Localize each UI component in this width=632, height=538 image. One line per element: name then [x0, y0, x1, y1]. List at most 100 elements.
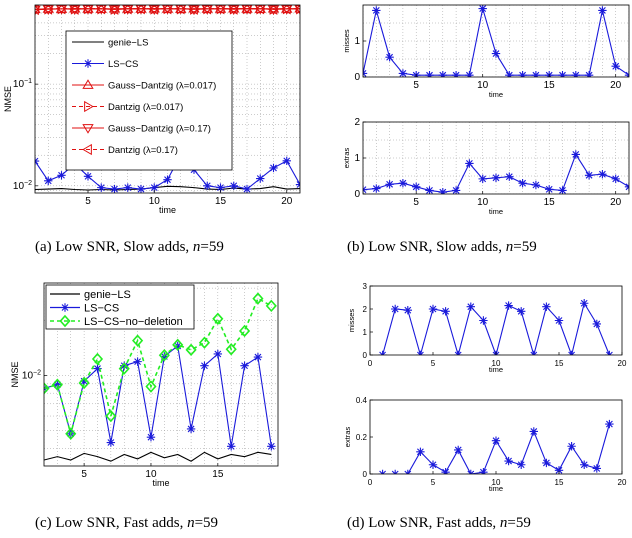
data-point — [428, 460, 438, 469]
caption-d: (d) Low SNR, Fast adds, n=59 — [347, 515, 531, 531]
chart-panel-a: 5 10 15 20 time 10−1 10−2 NMSE genie−LS LS−CS Gaus… — [3, 4, 301, 215]
series-line — [35, 185, 300, 191]
x-tick-label: 20 — [610, 80, 622, 91]
y-tick-label: 1 — [354, 36, 360, 47]
data-point — [95, 5, 106, 15]
data-point — [466, 302, 475, 311]
data-point — [254, 5, 265, 15]
axes-frame — [34, 4, 301, 194]
x-tick-label: 20 — [281, 196, 293, 207]
x-tick-label: 20 — [610, 197, 622, 208]
x-tick-label: 20 — [618, 359, 627, 368]
series-0 — [35, 185, 300, 191]
legend-label: Gauss−Dantzig (λ=0.017) — [108, 81, 216, 92]
data-point — [491, 49, 501, 58]
data-point — [441, 307, 450, 316]
data-point — [571, 150, 580, 159]
legend-marker — [82, 143, 92, 156]
data-point — [542, 458, 551, 468]
y-tick-label: 3 — [363, 282, 368, 291]
data-point — [518, 179, 527, 188]
data-point — [55, 5, 66, 15]
data-point — [44, 176, 53, 186]
data-point — [241, 5, 251, 15]
data-point — [554, 466, 564, 474]
y-axis-label: extras — [343, 427, 352, 448]
data-point — [267, 442, 276, 451]
data-point — [225, 343, 237, 356]
data-point — [203, 181, 212, 191]
data-point — [252, 292, 264, 305]
x-tick-label: 5 — [413, 197, 419, 208]
legend-box — [65, 30, 233, 171]
x-tick-label: 10 — [477, 197, 489, 208]
data-point — [598, 6, 607, 15]
data-point — [558, 186, 567, 194]
data-point — [280, 5, 291, 15]
data-point — [78, 376, 90, 390]
y-tick-label: 0 — [363, 470, 368, 479]
data-point — [241, 5, 253, 13]
data-point — [517, 307, 526, 316]
data-point — [491, 173, 501, 182]
x-tick-label: 15 — [215, 196, 227, 207]
x-axis-label: time — [489, 365, 503, 374]
data-point — [403, 305, 412, 315]
y-tick-label: 0 — [354, 189, 360, 200]
data-point — [57, 171, 66, 180]
caption-c: (c) Low SNR, Fast adds, n=59 — [35, 515, 218, 531]
data-point — [110, 184, 119, 193]
data-point — [213, 349, 223, 359]
chart-panel-d-misses: 0 5 10 15 20 time 0 1 2 3 misses — [347, 282, 627, 374]
x-tick-label: 15 — [212, 469, 224, 480]
data-point — [173, 341, 182, 351]
data-point — [504, 456, 513, 466]
data-point — [121, 5, 132, 15]
data-point — [91, 352, 104, 366]
data-point — [491, 436, 501, 445]
data-point — [253, 352, 263, 362]
data-point — [82, 5, 94, 13]
legend-marker — [60, 303, 70, 312]
x-axis-label: time — [489, 207, 503, 216]
data-point — [83, 172, 93, 181]
x-tick-label: 0 — [368, 359, 373, 368]
y-axis-label: NMSE — [3, 86, 13, 112]
data-point — [428, 304, 438, 314]
x-tick-label: 10 — [492, 359, 501, 368]
data-point — [68, 5, 79, 15]
plot-area — [370, 286, 622, 355]
data-point — [592, 464, 601, 473]
data-point — [294, 5, 300, 15]
data-point — [385, 180, 394, 189]
data-point — [478, 174, 487, 184]
legend-marker — [82, 124, 94, 134]
data-point — [200, 361, 209, 370]
data-point — [188, 5, 198, 15]
data-point — [385, 53, 394, 62]
series-5 — [35, 5, 300, 16]
series-0 — [378, 419, 614, 474]
data-point — [611, 174, 620, 184]
data-point — [504, 301, 513, 310]
data-point — [567, 442, 576, 451]
data-point — [605, 419, 614, 429]
data-point — [505, 172, 514, 181]
legend-label: LS−CS — [108, 59, 138, 70]
data-point — [158, 349, 170, 362]
data-point — [256, 174, 265, 183]
data-point — [441, 467, 450, 474]
y-tick-label: 10−1 — [13, 78, 32, 90]
data-point — [571, 71, 580, 77]
data-point — [118, 362, 130, 375]
data-point — [416, 447, 425, 456]
data-point — [531, 180, 541, 190]
y-tick-label: 10−2 — [22, 369, 41, 381]
y-tick-label: 2 — [363, 305, 368, 314]
legend-label: Dantzig (λ=0.017) — [108, 102, 183, 113]
y-axis-label: extras — [342, 148, 351, 169]
x-tick-label: 15 — [544, 80, 556, 91]
data-point — [242, 184, 252, 193]
y-tick-label: 0.2 — [356, 433, 368, 442]
data-point — [558, 71, 567, 77]
